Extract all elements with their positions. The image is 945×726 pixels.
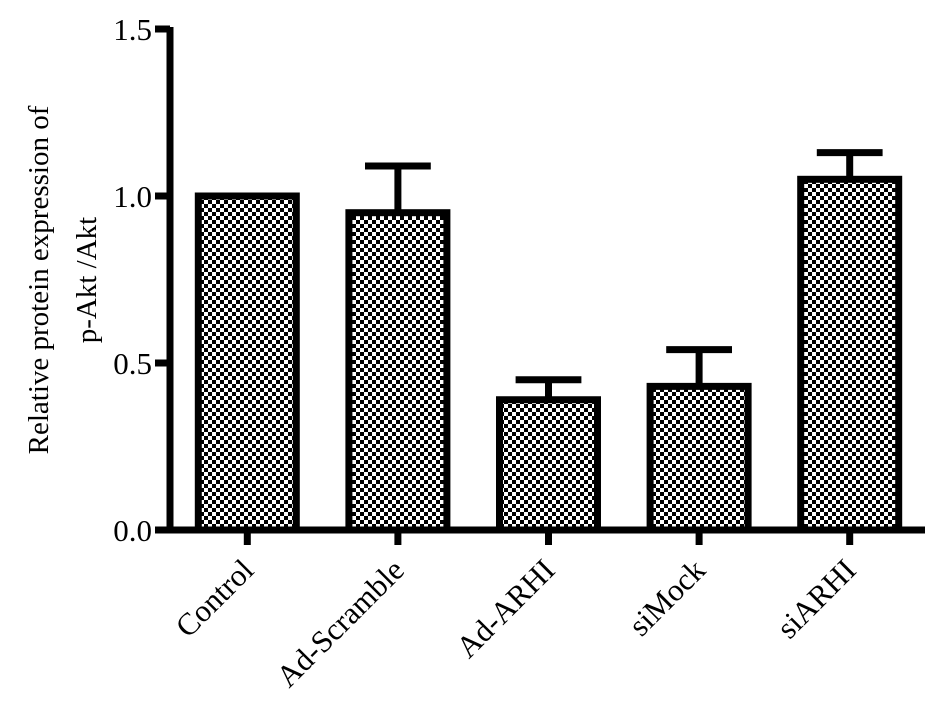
y-axis-label-line-2: p-Akt /Akt [71,217,103,343]
x-tick-label: Ad-Scramble [269,552,411,694]
bar-control [194,192,300,534]
y-axis-label-line-1: Relative protein expression of [23,105,55,454]
y-tick-label: 1.5 [113,12,152,47]
bar-ad-arhi [496,396,601,534]
y-axis-label: Relative protein expression of p-Akt /Ak… [23,105,103,454]
bar-siarhi [797,175,903,534]
y-tick-label: 0.0 [113,513,152,548]
x-tick-label: Ad-ARHI [449,552,561,664]
plot-area [194,149,903,534]
x-axis: Control Ad-Scramble Ad-ARHI siMock siARHI [166,526,925,694]
x-tick-label: siMock [622,552,713,643]
bar-ad-scramble [345,209,451,534]
y-axis: 0.0 0.5 1.0 1.5 [113,12,174,548]
y-tick-label: 1.0 [113,179,152,214]
x-tick-label: Control [169,552,261,644]
bar-simock [646,382,752,534]
y-tick-label: 0.5 [113,346,152,381]
x-tick-label: siARHI [770,552,863,645]
